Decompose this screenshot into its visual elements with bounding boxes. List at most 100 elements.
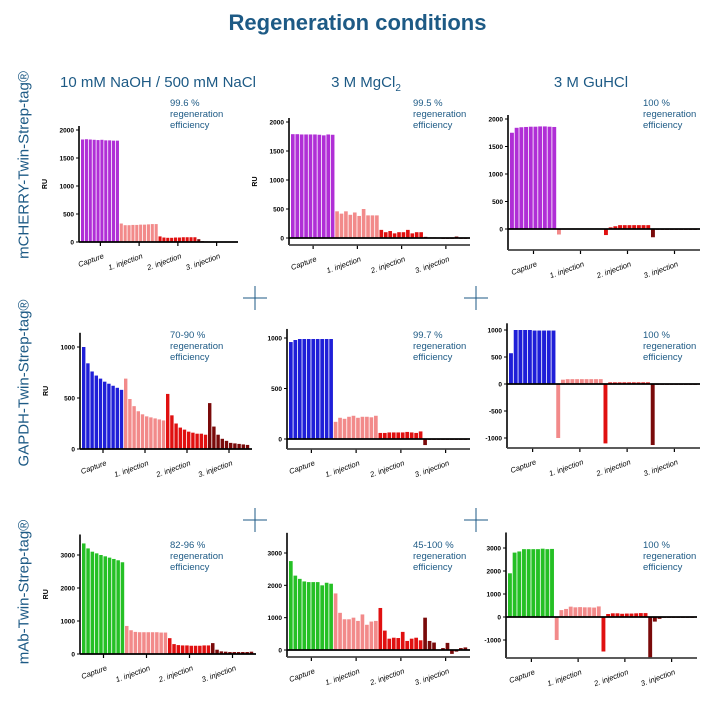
efficiency-annotation: 99.7 % regeneration efficiency xyxy=(413,330,491,363)
x-tick-label: Capture xyxy=(290,254,318,272)
bar xyxy=(627,225,632,229)
bar xyxy=(136,411,140,449)
bar xyxy=(369,621,374,650)
y-tick-label: 0 xyxy=(280,236,284,243)
bar xyxy=(241,652,245,654)
bar xyxy=(382,432,387,439)
bar xyxy=(418,431,423,439)
y-tick-label: 1000 xyxy=(270,178,285,185)
x-tick-label: 2. injection xyxy=(368,666,406,687)
bar xyxy=(441,648,445,650)
bar xyxy=(215,649,219,654)
bar xyxy=(299,134,304,238)
bar xyxy=(573,607,578,617)
bar xyxy=(139,224,143,242)
bar xyxy=(559,610,564,617)
x-tick-label: 3. injection xyxy=(642,259,679,280)
y-tick-label: 500 xyxy=(492,199,503,206)
bar xyxy=(370,215,375,238)
y-tick-label: 0 xyxy=(498,382,502,389)
x-tick-label: Capture xyxy=(288,458,316,476)
bar xyxy=(306,339,311,439)
bar xyxy=(127,225,131,242)
bar xyxy=(387,432,392,439)
bar xyxy=(342,619,347,650)
bar xyxy=(178,427,182,449)
bar xyxy=(128,399,132,449)
bar xyxy=(166,393,170,449)
x-tick-label: 1. injection xyxy=(324,666,361,687)
bar xyxy=(570,379,575,384)
x-tick-label: 3. injection xyxy=(414,254,451,275)
y-axis-label: RU xyxy=(42,179,49,189)
bar xyxy=(123,225,127,242)
bar xyxy=(338,612,342,650)
bar xyxy=(517,551,522,617)
x-tick-label: Capture xyxy=(80,458,108,476)
bar xyxy=(197,239,201,242)
y-tick-label: 0 xyxy=(71,652,75,659)
bar xyxy=(396,638,401,650)
bar xyxy=(339,213,344,238)
bar xyxy=(400,432,405,439)
bar xyxy=(366,215,370,238)
bar xyxy=(383,232,388,238)
bar xyxy=(375,215,379,238)
bar xyxy=(320,339,324,439)
bar xyxy=(193,645,198,654)
bar xyxy=(170,415,174,449)
x-tick-label: 1. injection xyxy=(325,254,362,275)
bar xyxy=(187,431,191,449)
bar xyxy=(185,237,189,242)
y-tick-label: 2000 xyxy=(61,586,76,593)
bar xyxy=(108,140,112,242)
efficiency-value: 82-96 % xyxy=(170,540,206,551)
bar xyxy=(632,225,637,229)
bar xyxy=(610,613,615,617)
bar xyxy=(308,134,313,238)
bar xyxy=(107,557,112,654)
bar xyxy=(374,415,378,439)
bar xyxy=(86,363,90,449)
efficiency-label: regeneration efficiency xyxy=(643,341,697,363)
bar xyxy=(360,614,365,650)
bar xyxy=(338,417,342,439)
efficiency-label: regeneration efficiency xyxy=(413,551,467,573)
bar xyxy=(92,139,96,242)
bar xyxy=(326,134,331,238)
x-tick-label: 3. injection xyxy=(414,458,451,479)
y-tick-label: -1000 xyxy=(485,436,502,443)
y-tick-label: 500 xyxy=(271,386,282,393)
bar xyxy=(514,127,519,229)
y-tick-label: 1500 xyxy=(60,156,75,163)
bar xyxy=(579,379,584,384)
bar xyxy=(329,339,333,439)
y-tick-label: 500 xyxy=(491,355,502,362)
bar xyxy=(547,126,552,229)
bar xyxy=(94,553,99,654)
bar xyxy=(170,237,174,242)
bar xyxy=(289,342,293,439)
bar xyxy=(650,384,655,446)
bar xyxy=(378,607,383,650)
bar xyxy=(320,585,324,650)
bar xyxy=(557,229,561,235)
bar xyxy=(82,543,86,654)
efficiency-label: regeneration efficiency xyxy=(170,109,224,131)
bar xyxy=(211,643,215,654)
bar xyxy=(297,339,302,439)
bar xyxy=(618,225,622,229)
y-tick-label: 1000 xyxy=(60,184,75,191)
x-tick-label: Capture xyxy=(510,259,538,277)
bar xyxy=(90,551,95,654)
bar xyxy=(206,645,211,654)
bar xyxy=(592,607,597,617)
y-tick-label: 1000 xyxy=(268,615,283,622)
bar xyxy=(176,645,181,654)
bar xyxy=(542,126,547,229)
efficiency-annotation: 100 % regeneration efficiency xyxy=(643,330,715,363)
bar xyxy=(523,330,528,384)
bar xyxy=(409,638,414,650)
x-tick-label: 3. injection xyxy=(185,251,222,272)
